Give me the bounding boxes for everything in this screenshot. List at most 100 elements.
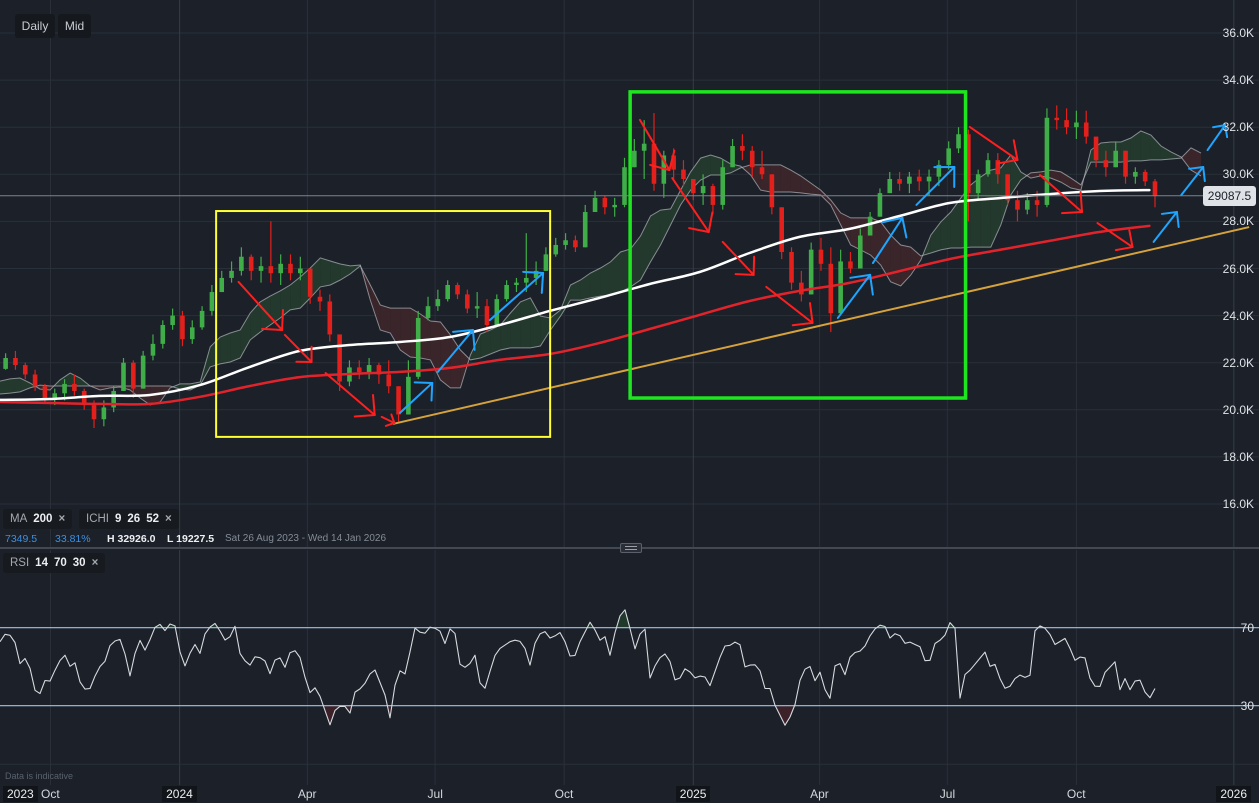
price-type-button[interactable]: Mid — [58, 14, 91, 38]
cloud-segment — [660, 208, 671, 245]
blue-arrow[interactable] — [398, 381, 434, 414]
candle-down — [916, 176, 922, 182]
cloud-segment — [270, 290, 281, 326]
candle-up — [415, 317, 421, 377]
candle-up — [612, 204, 617, 208]
candle-down — [828, 263, 834, 314]
price-chart-panel[interactable] — [0, 0, 1259, 548]
senkou-span-a — [0, 130, 1202, 406]
close-icon[interactable]: × — [58, 513, 66, 525]
close-icon[interactable]: × — [91, 557, 99, 569]
cloud-segment — [0, 378, 11, 395]
candle-down — [1093, 136, 1099, 161]
candle-down — [897, 179, 902, 184]
arrow-shaft — [1096, 222, 1134, 249]
cloud-segment — [550, 309, 561, 330]
close-icon[interactable]: × — [165, 513, 172, 525]
candle-up — [239, 256, 244, 271]
cloud-segment — [370, 284, 381, 330]
time-axis-label: Jul — [427, 787, 443, 801]
cloud-segment — [710, 154, 721, 176]
blue-arrow[interactable] — [915, 165, 956, 206]
candle-up — [514, 282, 519, 285]
indicator-chip-ichimoku[interactable]: ICHI 9 26 52 × — [79, 509, 179, 529]
red-arrow[interactable] — [380, 413, 396, 427]
arrow-shaft — [915, 165, 956, 206]
red-arrow[interactable] — [765, 285, 814, 327]
candle-up — [632, 150, 637, 168]
indicator-chip-ma[interactable]: MA 200 × — [3, 509, 73, 529]
cloud-segment — [680, 171, 691, 205]
red-arrow[interactable] — [721, 240, 756, 276]
candle-up — [474, 306, 480, 309]
cloud-segment — [230, 329, 241, 362]
blue-arrow[interactable] — [871, 216, 908, 265]
arrow-shaft — [671, 177, 710, 233]
arrow-head — [688, 227, 710, 233]
candle-up — [926, 176, 932, 182]
cloud-segment — [900, 244, 911, 286]
candle-down — [455, 284, 460, 295]
candle-up — [553, 244, 559, 255]
price-axis-label: 34.0K — [1222, 73, 1254, 88]
yellow-box[interactable] — [215, 210, 552, 438]
arrow-head — [1114, 246, 1134, 252]
cloud-segment — [1010, 154, 1021, 196]
interval-button[interactable]: Daily — [15, 14, 55, 38]
candle-down — [356, 367, 362, 373]
data-disclaimer: Data is indicative — [5, 771, 74, 781]
cloud-segment — [750, 164, 761, 191]
blue-arrow[interactable] — [436, 328, 476, 373]
cloud-segment — [1130, 130, 1141, 161]
arrow-shaft — [871, 216, 904, 265]
green-box[interactable] — [628, 90, 968, 400]
red-arrow[interactable] — [324, 372, 376, 418]
arrow-head — [734, 273, 755, 276]
candle-up — [808, 249, 814, 295]
support-trendline[interactable] — [392, 226, 1250, 425]
red-arrow[interactable] — [1096, 222, 1134, 252]
blue-arrow[interactable] — [488, 270, 545, 322]
candle-down — [681, 169, 686, 180]
arrow-head — [1061, 210, 1084, 215]
indicator-param: 200 — [33, 513, 53, 525]
time-axis-label: Apr — [810, 787, 829, 801]
blue-arrow[interactable] — [836, 273, 874, 319]
arrow-shaft — [436, 328, 474, 373]
blue-arrow[interactable] — [1206, 124, 1229, 152]
arrow-head — [996, 158, 1019, 165]
cloud-segment — [1030, 171, 1041, 179]
red-arrow[interactable] — [638, 118, 676, 172]
candle-down — [288, 263, 293, 274]
blue-arrow[interactable] — [1152, 210, 1180, 243]
indicator-chip-rsi[interactable]: RSI 14 70 30 × — [3, 553, 106, 573]
time-axis-label: Oct — [554, 787, 574, 801]
arrow-head — [522, 270, 545, 274]
candle-down — [248, 256, 254, 271]
blue-arrow[interactable] — [1180, 165, 1206, 197]
cloud-segment — [990, 167, 1001, 248]
candle-up — [563, 240, 568, 245]
red-arrow[interactable] — [968, 125, 1019, 165]
cloud-segment — [70, 373, 81, 387]
price-axis-label: 20.0K — [1222, 402, 1254, 417]
candle-down — [740, 146, 745, 151]
red-arrow[interactable] — [283, 333, 313, 363]
cloud-segment — [290, 276, 301, 310]
time-axis-label: Oct — [41, 787, 60, 801]
rsi-chart-panel[interactable] — [0, 550, 1259, 785]
red-arrow[interactable] — [237, 280, 284, 331]
cloud-segment — [240, 313, 251, 358]
candle-up — [533, 270, 539, 278]
cloud-segment — [510, 301, 521, 348]
red-arrow[interactable] — [1038, 174, 1084, 215]
arrow-head — [413, 381, 434, 384]
candle-down — [1142, 171, 1148, 182]
candle-down — [651, 143, 657, 184]
arrow-shaft — [283, 333, 313, 363]
candle-down — [131, 362, 136, 389]
red-arrow[interactable] — [671, 177, 714, 233]
red-line — [0, 224, 1151, 406]
panel-resize-handle[interactable] — [620, 543, 642, 553]
time-axis-year-label: 2026 — [1216, 786, 1252, 802]
